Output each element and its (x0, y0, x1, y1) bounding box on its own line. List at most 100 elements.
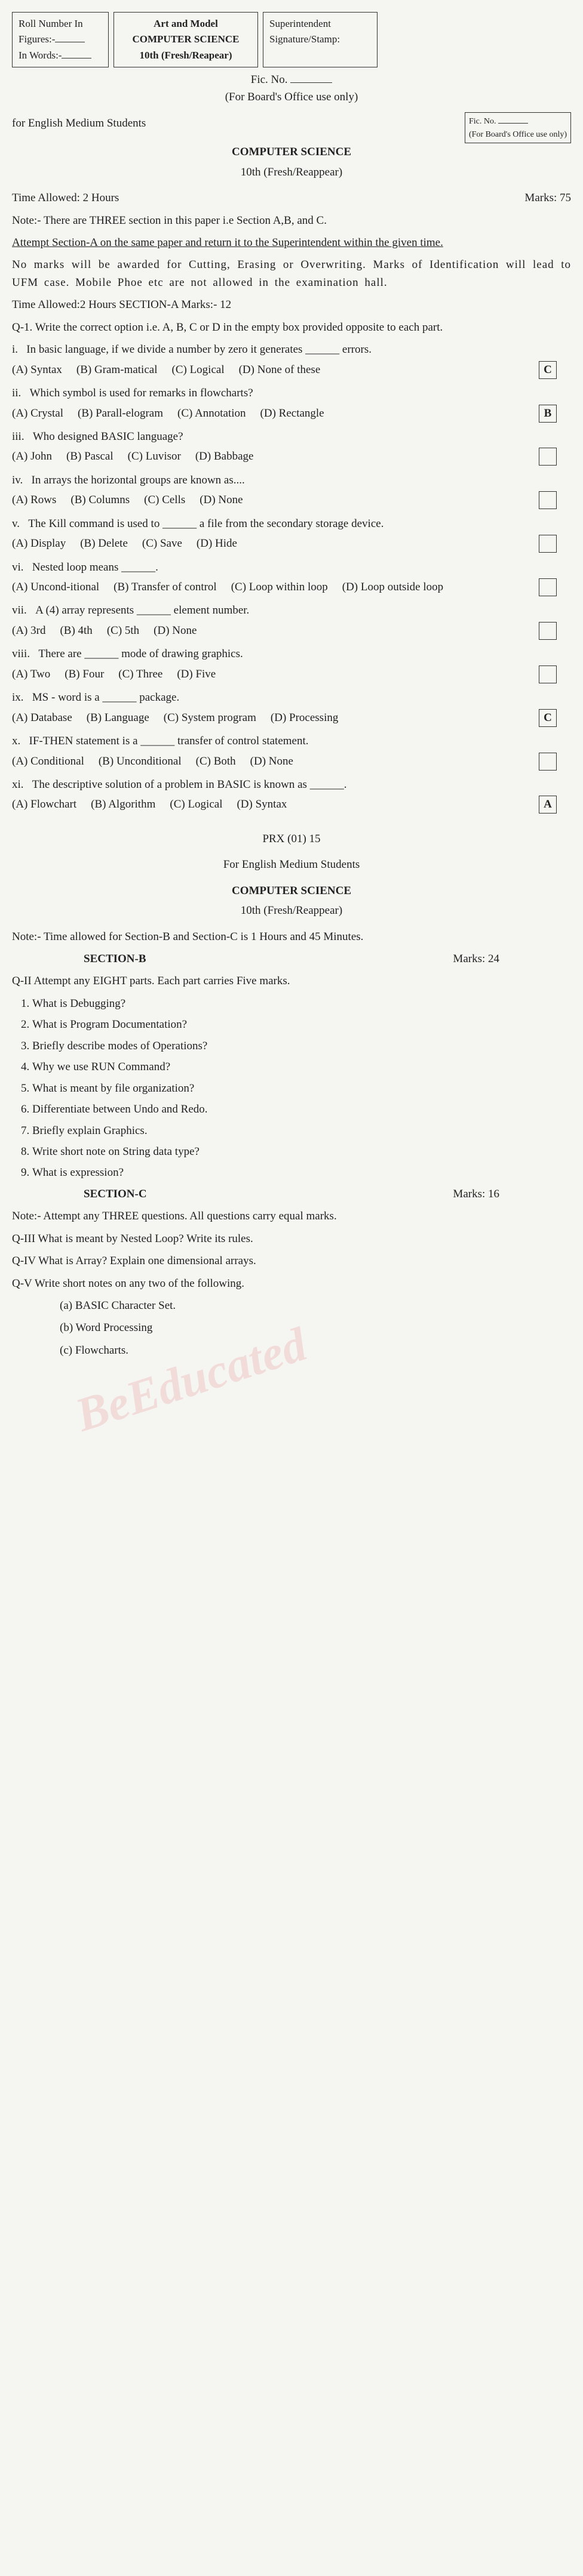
mcq-stem: MS - word is a ______ package. (32, 691, 179, 704)
mcq-stem: In basic language, if we divide a number… (26, 343, 372, 356)
mcq-option: (A) John (12, 448, 52, 465)
mcq-item: ix. MS - word is a ______ package. C (A) D… (12, 689, 571, 726)
mcq-stem: The descriptive solution of a problem in… (32, 778, 347, 791)
fic-line: Fic. No. (For Board's Office use only) (12, 71, 571, 106)
answer-box (539, 535, 557, 553)
answer-box: A (539, 796, 557, 814)
mcq-options: (A) Uncond-itional(B) Transfer of contro… (12, 578, 571, 596)
fic-box: Fic. No. (For Board's Office use only) (465, 112, 571, 143)
mcq-item: i. In basic language, if we divide a num… (12, 341, 571, 378)
secC-marks: Marks: 16 (453, 1185, 499, 1203)
attempt-note: Attempt Section-A on the same paper and … (12, 234, 571, 251)
answer-box (539, 753, 557, 771)
sup-label: Superintendent Signature/Stamp: (269, 18, 340, 45)
mcq-options: C(A) Syntax(B) Gram-matical(C) Logical(D… (12, 361, 571, 378)
secC-header: SECTION-C Marks: 16 (12, 1185, 571, 1203)
mcq-item: viii. There are ______ mode of drawing g… (12, 645, 571, 683)
hdr-line3: 10th (Fresh/Reapear) (120, 48, 251, 63)
mcq-option: (D) Hide (197, 535, 237, 552)
mcq-option: (B) Four (65, 665, 104, 683)
mcq-option: (A) Uncond-itional (12, 578, 99, 596)
secB-marks: Marks: 24 (453, 950, 499, 967)
answer-box: B (539, 405, 557, 423)
mcq-option: (B) Pascal (66, 448, 113, 465)
mcq-option: (D) None (200, 491, 243, 509)
mcq-option: (A) Two (12, 665, 50, 683)
mcq-num: iii. (12, 430, 24, 443)
mcq-option: (C) Save (142, 535, 182, 552)
secB-title: SECTION-B (84, 950, 146, 967)
mcq-option: (B) 4th (60, 622, 92, 639)
mcq-option: (B) Algorithm (91, 796, 155, 813)
short-q-item: Briefly describe modes of Operations? (32, 1037, 571, 1055)
medium-text: for English Medium Students (12, 115, 146, 143)
mcq-option: (A) Crystal (12, 405, 63, 422)
medium-row: for English Medium Students Fic. No. (Fo… (12, 115, 571, 143)
secC-title: SECTION-C (84, 1185, 147, 1203)
answer-box: C (539, 709, 557, 727)
fic-label: Fic. No. (251, 73, 288, 86)
mcq-options: (A) John(B) Pascal(C) Luvisor(D) Babbage (12, 448, 571, 465)
q2-instructions: Q-II Attempt any EIGHT parts. Each part … (12, 972, 571, 990)
mcq-option: (A) Display (12, 535, 66, 552)
mcq-num: viii. (12, 648, 30, 660)
section-a-header: Time Allowed:2 Hours SECTION-A Marks:- 1… (12, 296, 571, 313)
p2-note: Note:- Time allowed for Section-B and Se… (12, 928, 571, 945)
rules-text: No marks will be awarded for Cutting, Er… (12, 256, 571, 291)
answer-box (539, 622, 557, 640)
mcq-options: A(A) Flowchart(B) Algorithm(C) Logical(D… (12, 796, 571, 813)
title-box: Art and Model COMPUTER SCIENCE 10th (Fre… (113, 12, 258, 67)
answer-box: C (539, 361, 557, 379)
mcq-option: (C) Logical (170, 796, 222, 813)
mcq-item: vi. Nested loop means ______.(A) Uncond-… (12, 559, 571, 596)
mcq-item: x. IF-THEN statement is a ______ transfe… (12, 732, 571, 770)
secB-header: SECTION-B Marks: 24 (12, 950, 571, 967)
mcq-option: (C) Three (118, 665, 162, 683)
mcq-stem: There are ______ mode of drawing graphic… (38, 648, 243, 660)
q5a: (a) BASIC Character Set. (12, 1297, 571, 1314)
mcq-option: (C) 5th (107, 622, 139, 639)
mcq-option: (D) Syntax (237, 796, 287, 813)
answer-box (539, 665, 557, 683)
mcq-options: (A) Two (B) Four (C) Three (D) Five (12, 665, 571, 683)
p2-title: COMPUTER SCIENCE (12, 882, 571, 899)
mcq-options: B(A) Crystal(B) Parall-elogram(C) Annota… (12, 405, 571, 422)
mcq-num: ix. (12, 691, 24, 704)
mcq-option: (D) Processing (271, 709, 338, 726)
time-marks: Time Allowed: 2 Hours Marks: 75 (12, 189, 571, 207)
mcq-item: xi. The descriptive solution of a proble… (12, 776, 571, 814)
mcq-stem: In arrays the horizontal groups are know… (32, 474, 245, 486)
mcq-option: (C) Luvisor (128, 448, 181, 465)
mcq-option: (C) Loop within loop (231, 578, 328, 596)
board-office: (For Board's Office use only) (225, 91, 358, 103)
q1-instructions: Q-1. Write the correct option i.e. A, B,… (12, 319, 571, 336)
mcq-option: (A) 3rd (12, 622, 45, 639)
short-q-item: What is Debugging? (32, 995, 571, 1012)
mcq-num: vii. (12, 604, 27, 617)
short-q-item: What is meant by file organization? (32, 1080, 571, 1097)
mcq-options: (A) Display(B) Delete(C) Save(D) Hide (12, 535, 571, 552)
mcq-option: (D) Rectangle (260, 405, 324, 422)
noteC: Note:- Attempt any THREE questions. All … (12, 1207, 571, 1225)
mcq-options: (A) 3rd(B) 4th(C) 5th(D) None (12, 622, 571, 639)
header-row: Roll Number In Figures:- In Words:- Art … (12, 12, 571, 67)
mcq-options: C(A) Database(B) Language(C) System prog… (12, 709, 571, 726)
q5b: (b) Word Processing (12, 1319, 571, 1336)
prx-code: PRX (01) 15 (12, 830, 571, 848)
answer-box (539, 448, 557, 466)
mcq-stem: Which symbol is used for remarks in flow… (30, 387, 253, 399)
mcq-list: i. In basic language, if we divide a num… (12, 341, 571, 814)
mcq-option: (D) Loop outside loop (342, 578, 443, 596)
mcq-option: (D) Five (177, 665, 216, 683)
q3: Q-III What is meant by Nested Loop? Writ… (12, 1230, 571, 1247)
mcq-option: (B) Parall-elogram (78, 405, 163, 422)
short-q-item: Why we use RUN Command? (32, 1058, 571, 1076)
note-sections: Note:- There are THREE section in this p… (12, 212, 571, 229)
mcq-option: (A) Syntax (12, 361, 62, 378)
mcq-num: v. (12, 517, 20, 530)
mcq-item: v. The Kill command is used to ______ a … (12, 515, 571, 553)
mcq-option: (C) Logical (172, 361, 225, 378)
mcq-item: vii. A (4) array represents ______ eleme… (12, 602, 571, 639)
mcq-option: (A) Database (12, 709, 72, 726)
mcq-option: (C) Cells (144, 491, 185, 509)
